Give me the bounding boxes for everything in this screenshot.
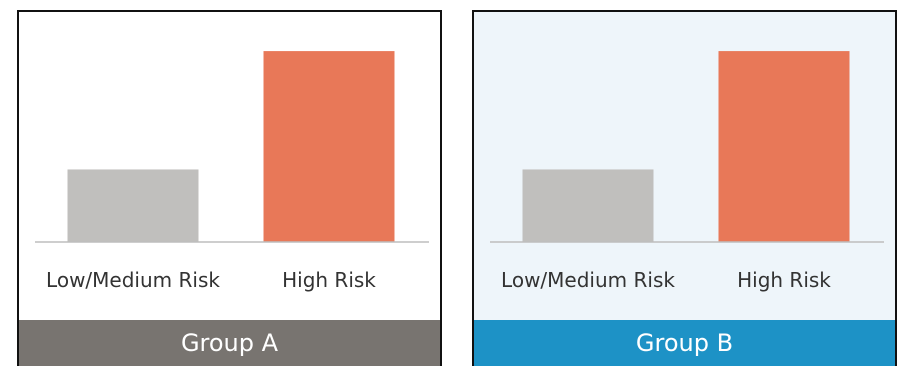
bar-chart-group-b: Low/Medium Risk High Risk [490,51,884,292]
x-tick-label: High Risk [282,268,376,292]
x-tick-label: High Risk [737,268,831,292]
x-tick-label: Low/Medium Risk [501,268,675,292]
chart-panel-group-b: Low/Medium Risk High Risk Group B [472,10,897,366]
plot-area: Low/Medium Risk High Risk [474,12,895,320]
group-label: Group B [635,329,734,357]
bar-chart-group-a: Low/Medium Risk High Risk [35,51,429,292]
group-label-bar: Group A [19,320,440,366]
bar-high-risk [263,51,395,242]
plot-area: Low/Medium Risk High Risk [19,12,440,320]
bar-low-medium-risk [67,169,199,242]
bar-low-medium-risk [522,169,654,242]
group-label: Group A [180,329,279,357]
group-label-bar: Group B [474,320,895,366]
x-tick-label: Low/Medium Risk [46,268,220,292]
chart-panel-group-a: Low/Medium Risk High Risk Group A [17,10,442,366]
bar-high-risk [718,51,850,242]
